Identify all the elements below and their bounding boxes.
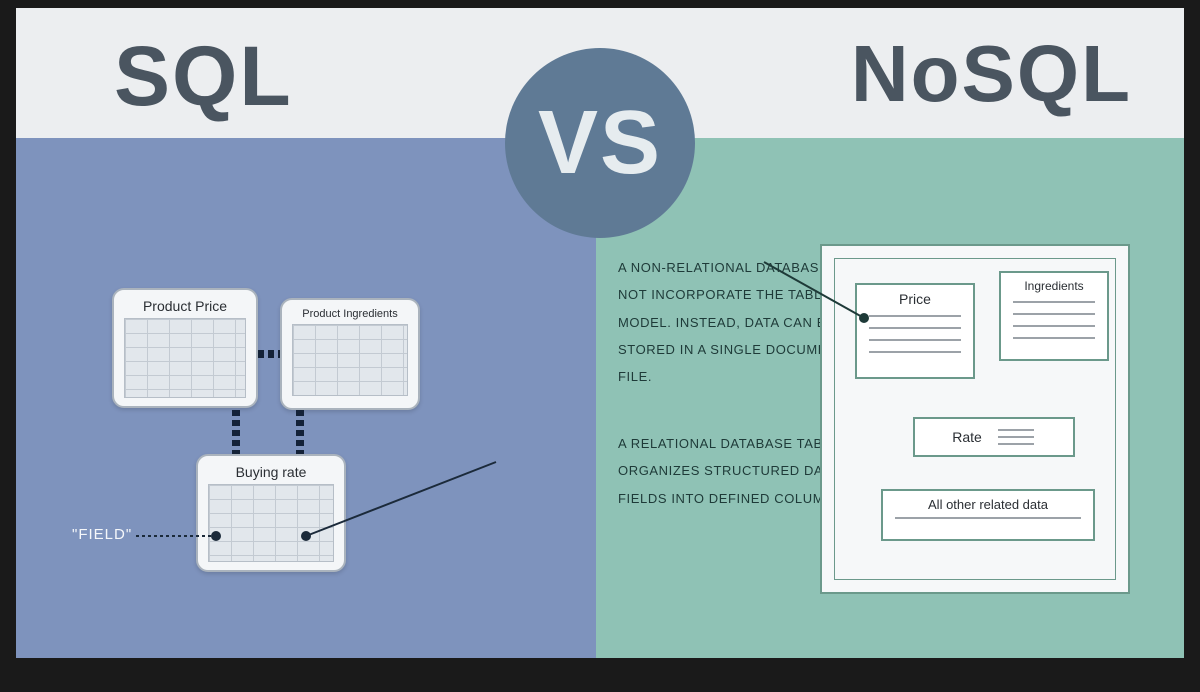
doc-card-label: Rate <box>952 429 982 445</box>
doc-card-price: Price <box>855 283 975 379</box>
table-grid-icon <box>292 324 408 396</box>
table-grid-icon <box>124 318 246 398</box>
card-buying-rate: Buying rate <box>196 454 346 572</box>
nosql-cylinder-top <box>786 184 1160 232</box>
table-grid-icon <box>208 484 334 562</box>
nosql-document: Price Ingredients Rate All other related… <box>820 244 1130 594</box>
title-sql: SQL <box>114 28 293 125</box>
infographic-frame: SQL NoSQL Product Price Product Ingredie… <box>16 8 1184 658</box>
nosql-document-inner: Price Ingredients Rate All other related… <box>834 258 1116 580</box>
card-label: Buying rate <box>208 464 334 480</box>
vs-badge: VS <box>505 48 695 238</box>
sql-cylinder-top <box>60 184 472 232</box>
title-nosql: NoSQL <box>851 28 1132 120</box>
sql-panel: Product Price Product Ingredients Buying… <box>16 138 596 658</box>
doc-card-label: Price <box>867 291 963 307</box>
nosql-panel: A NON-RELATIONAL DATABASE DOES NOT INCOR… <box>596 138 1184 658</box>
field-label: "FIELD" <box>72 526 132 543</box>
doc-card-label: All other related data <box>893 497 1083 512</box>
doc-card-rate: Rate <box>913 417 1075 457</box>
sql-cylinder <box>62 208 470 640</box>
doc-card-other: All other related data <box>881 489 1095 541</box>
card-product-price: Product Price <box>112 288 258 408</box>
card-label: Product Price <box>124 298 246 314</box>
vs-text: VS <box>538 92 662 195</box>
card-product-ingredients: Product Ingredients <box>280 298 420 410</box>
card-label: Product Ingredients <box>292 308 408 320</box>
doc-card-label: Ingredients <box>1011 279 1097 293</box>
doc-card-ingredients: Ingredients <box>999 271 1109 361</box>
